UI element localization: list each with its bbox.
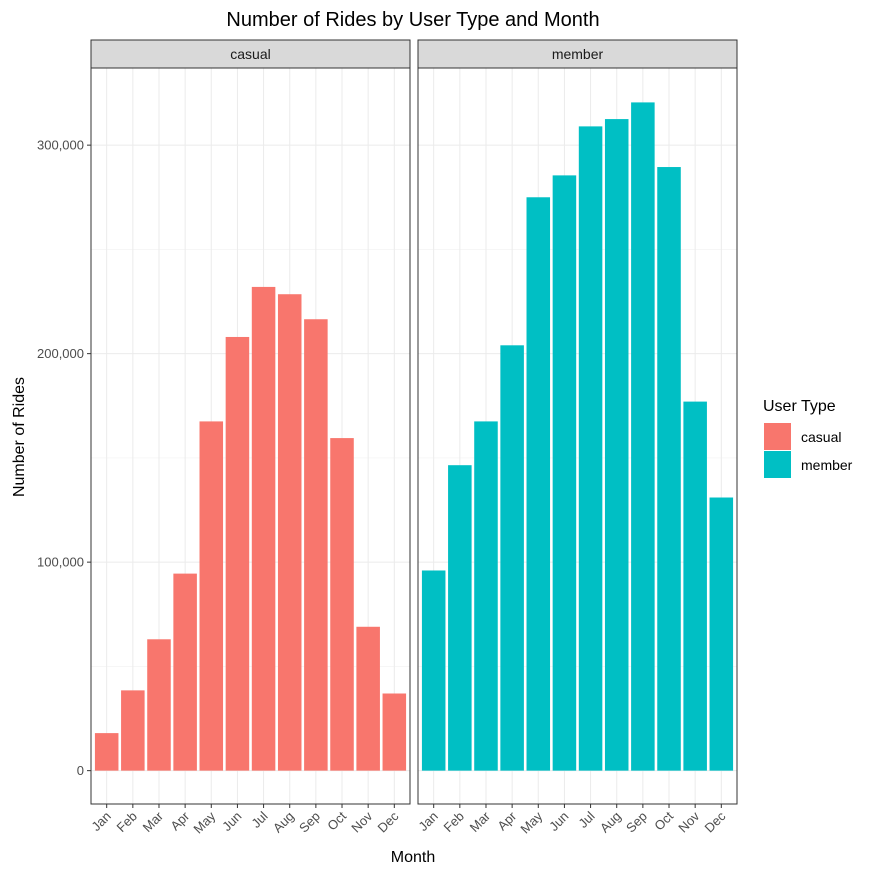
y-tick-label: 300,000 (37, 138, 84, 153)
facet-strip (90, 39, 411, 69)
bar-casual-jan (94, 733, 119, 771)
bar-casual-jun (225, 336, 250, 771)
bar-member-mar (474, 421, 498, 771)
x-tick-label: Mar (140, 808, 167, 835)
facet-strip-label: casual (230, 46, 270, 62)
facet-strip-label: member (552, 46, 604, 62)
x-tick-label: May (190, 808, 218, 836)
x-tick-label: Aug (270, 809, 297, 836)
bar-casual-jul (251, 286, 276, 771)
legend-label-member: member (801, 457, 853, 473)
bar-member-aug (604, 119, 629, 771)
x-tick-label: Feb (441, 809, 467, 835)
legend: User Type casual member (763, 398, 853, 478)
chart-title: Number of Rides by User Type and Month (226, 9, 599, 31)
x-tick-label: Jan (415, 809, 440, 834)
y-axis-title: Number of Rides (11, 377, 28, 497)
x-tick-label: Oct (324, 808, 349, 833)
legend-key-casual (764, 423, 791, 450)
y-axis: 0 100,000 200,000 300,000 (37, 138, 91, 778)
bar-casual-mar (147, 639, 171, 771)
bar-casual-feb (121, 690, 145, 771)
x-tick-label: Jul (575, 808, 597, 830)
x-tick-label: Sep (623, 809, 650, 836)
bar-member-jan (421, 570, 446, 771)
bar-casual-oct (330, 438, 354, 771)
x-tick-label: Feb (114, 809, 140, 835)
bar-member-jul (578, 126, 603, 771)
y-tick-label: 100,000 (37, 555, 84, 570)
legend-label-casual: casual (801, 429, 841, 445)
y-tick-label: 200,000 (37, 346, 84, 361)
x-tick-label: Jun (219, 809, 244, 834)
legend-title: User Type (763, 398, 836, 415)
bar-casual-nov (356, 626, 380, 771)
x-tick-label: Nov (675, 808, 702, 835)
bar-member-jun (552, 175, 577, 771)
x-tick-label: Dec (374, 808, 401, 835)
bar-casual-dec (382, 693, 407, 771)
x-tick-label: Mar (467, 808, 494, 835)
x-tick-label: Sep (296, 809, 323, 836)
x-tick-label: Aug (597, 809, 624, 836)
x-tick-label: Nov (348, 808, 375, 835)
x-tick-label: Dec (701, 808, 728, 835)
x-tick-label: May (517, 808, 545, 836)
bar-member-feb (448, 465, 472, 771)
x-tick-label: Apr (494, 808, 519, 833)
x-tick-label: Apr (167, 808, 192, 833)
bar-casual-apr (173, 573, 197, 771)
bar-casual-sep (304, 319, 328, 771)
bar-casual-may (199, 421, 224, 771)
bar-member-apr (500, 345, 524, 771)
bar-casual-aug (277, 294, 302, 771)
bar-member-dec (709, 497, 734, 771)
y-tick-label: 0 (77, 763, 84, 778)
x-axis-title: Month (391, 849, 435, 866)
bar-member-may (526, 197, 551, 771)
bar-member-nov (683, 401, 707, 771)
x-tick-label: Jul (248, 808, 270, 830)
legend-key-member (764, 451, 791, 478)
bar-member-sep (631, 102, 655, 771)
facet-strip (417, 39, 738, 69)
x-tick-label: Oct (651, 808, 676, 833)
x-tick-label: Jan (88, 809, 113, 834)
bar-member-oct (657, 167, 681, 771)
x-tick-label: Jun (546, 809, 571, 834)
